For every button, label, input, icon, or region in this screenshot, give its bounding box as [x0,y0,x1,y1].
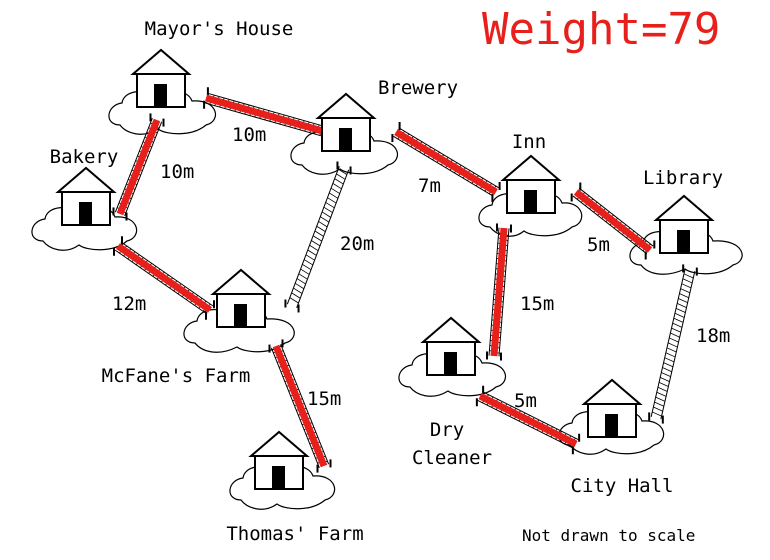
road-length-inn-library: 5m [587,234,610,256]
town-label-city-hall: City Hall [570,475,674,497]
mst-edge-inn-dry-cleaner [490,227,508,357]
mst-edge-mcfanes-farm-thomas-farm [272,344,328,468]
road-length-bakery-mcfanes: 12m [112,293,147,315]
road-length-inn-drycleaner: 15m [520,293,555,315]
road-length-library-cityhall: 18m [696,325,731,347]
road-length-mcfanes-thomas: 15m [307,388,342,410]
house-icon-thomas-farm [248,430,310,490]
town-label-bakery: Bakery [49,146,119,168]
house-icon-library [653,194,715,254]
mst-edge-brewery-inn [394,128,498,196]
house-icon-inn [500,154,562,214]
mst-edge-mayors-house-brewery [205,94,327,136]
town-label-thomas-farm: Thomas' Farm [226,523,364,545]
mst-edge-bakery-mcfanes-farm [116,243,212,313]
houses-layer [55,48,715,490]
house-icon-bakery [55,166,117,226]
island-cloud-inn [478,192,583,237]
town-label-inn: Inn [511,131,547,153]
mst-edge-inn-library [573,189,653,253]
town-label-dry-cleaner-line1: Dry [429,419,465,441]
house-icon-city-hall [581,378,643,438]
house-icon-mayors-house [130,48,192,108]
road-length-mayors-bakery: 10m [160,161,195,183]
scale-note: Not drawn to scale [522,526,696,545]
road-length-drycleaner-cityhall: 5m [514,390,537,412]
island-cloud-mayors-house [108,90,216,135]
town-label-dry-cleaner-line2: Cleaner [411,447,493,469]
town-label-mayors-house: Mayor's House [144,18,294,40]
mst-edge-dry-cleaner-city-hall [478,392,578,448]
mst-edge-mayors-house-bakery [116,118,161,216]
road-length-mayors-brewery: 10m [232,124,267,146]
house-icon-brewery [315,92,377,152]
island-cloud-mcfanes-farm [183,308,295,353]
total-weight-label: Weight=79 [482,4,721,55]
town-label-mcfanes-farm: McFane's Farm [101,365,251,387]
house-icon-mcfanes-farm [210,268,272,328]
road-library-city-hall [648,264,698,424]
road-length-brewery-mcfanes: 20m [340,233,375,255]
town-label-library: Library [642,167,724,189]
road-brewery-mcfanes-farm [284,161,352,313]
town-label-brewery: Brewery [377,77,459,99]
house-icon-dry-cleaner [420,316,482,376]
road-length-brewery-inn: 7m [418,175,441,197]
roads-layer [112,87,698,473]
